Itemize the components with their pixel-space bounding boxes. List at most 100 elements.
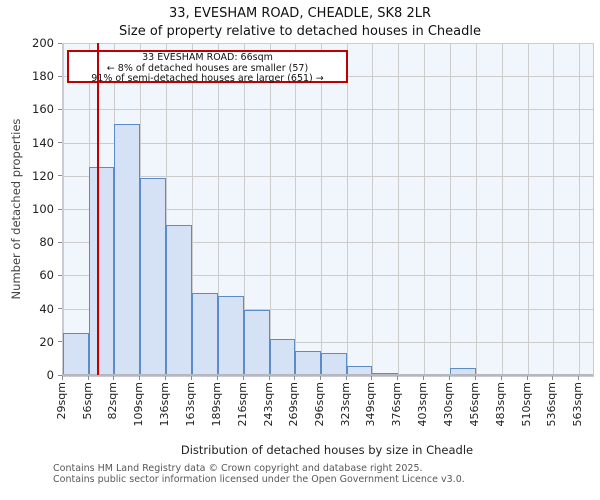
gridline-vertical [347,44,349,376]
x-tick-label: 163sqm [184,382,198,427]
x-tick-mark [62,376,63,380]
x-tick-label: 243sqm [261,382,275,427]
y-tick-label: 140 [32,135,54,150]
gridline-vertical [269,44,271,376]
gridline-vertical [450,44,452,376]
x-tick-mark [474,376,476,380]
x-tick-mark [113,376,115,380]
histogram-bar [347,366,373,376]
y-tick-mark [58,142,62,144]
x-tick-mark [551,376,553,380]
gridline-vertical [63,44,64,376]
y-tick-label: 20 [39,334,54,349]
plot-area [62,43,594,377]
gridline-vertical [166,44,168,376]
x-tick-mark [449,376,451,380]
x-tick-mark [139,376,141,380]
x-tick-mark [526,376,528,380]
histogram-bar [217,296,244,376]
x-tick-label: 29sqm [55,382,68,420]
x-tick-label: 456sqm [467,382,481,427]
gridline-horizontal [63,142,593,144]
histogram-bar [269,339,295,376]
x-tick-label: 349sqm [364,382,378,427]
gridline-vertical [527,44,529,376]
x-tick-mark [423,376,425,380]
x-tick-label: 189sqm [209,382,223,427]
gridline-vertical [294,44,296,376]
annotation-line-2: ← 8% of detached houses are smaller (57) [106,62,309,74]
gridline-vertical [424,44,426,376]
y-tick-mark [58,175,62,177]
x-tick-label: 323sqm [339,382,353,427]
x-tick-label: 430sqm [442,382,456,427]
gridline-vertical [217,44,219,376]
gridline-horizontal [63,109,593,111]
gridline-horizontal [63,43,593,44]
x-tick-label: 136sqm [158,382,172,427]
x-tick-mark [293,376,295,380]
gridline-vertical [372,44,374,376]
x-tick-label: 296sqm [313,382,326,427]
x-tick-mark [216,376,218,380]
x-tick-mark [500,376,502,380]
histogram-bar [140,178,167,376]
histogram-bar [166,224,193,376]
x-tick-mark [268,376,270,380]
y-tick-label: 0 [46,368,54,382]
y-tick-mark [58,75,62,77]
gridline-horizontal [63,308,593,310]
y-tick-label: 200 [32,36,54,50]
histogram-bar [243,309,270,376]
annotation-line-1: 33 EVESHAM ROAD: 66sqm [142,52,273,63]
y-tick-label: 80 [39,235,54,250]
histogram-bar [89,166,115,376]
x-tick-label: 216sqm [235,382,249,427]
annotation-box: 33 EVESHAM ROAD: 66sqm ← 8% of detached … [67,50,348,84]
histogram-bar [192,293,218,376]
y-tick-label: 180 [32,69,54,84]
y-tick-mark [58,42,62,44]
gridline-vertical [321,44,322,376]
x-tick-mark [346,376,348,380]
gridline-vertical [475,44,477,376]
annotation-line-3: 91% of semi-detached houses are larger (… [91,73,324,84]
gridline-horizontal [63,242,593,244]
x-tick-mark [165,376,167,380]
chart-subtitle: Size of property relative to detached ho… [119,24,481,39]
x-tick-mark [242,376,244,380]
x-tick-label: 403sqm [416,382,430,427]
property-size-marker-line [96,43,99,375]
y-tick-label: 60 [39,268,54,283]
gridline-vertical [501,44,503,376]
x-tick-mark [371,376,373,380]
y-tick-mark [58,241,62,243]
histogram-bar [321,352,348,376]
x-tick-label: 563sqm [571,382,584,427]
y-tick-label: 160 [32,102,54,117]
x-tick-label: 269sqm [286,382,300,427]
histogram-bar [63,332,90,376]
x-tick-label: 376sqm [390,382,404,427]
footer-attribution-line-2: Contains public sector information licen… [53,474,465,485]
chart-title: 33, EVESHAM ROAD, CHEADLE, SK8 2LR [168,6,432,21]
footer-attribution-line-1: Contains HM Land Registry data © Crown c… [53,463,423,474]
gridline-horizontal [63,175,593,177]
y-tick-mark [58,374,62,376]
x-axis-line [62,374,593,376]
gridline-vertical [192,44,194,376]
gridline-vertical [398,44,400,376]
gridline-horizontal [63,209,593,210]
histogram-bar [294,351,321,376]
x-tick-label: 510sqm [519,382,533,427]
x-tick-mark [578,376,579,380]
x-tick-mark [320,376,321,380]
y-tick-label: 40 [39,301,54,316]
y-tick-mark [58,341,62,343]
gridline-horizontal [63,275,593,277]
gridline-horizontal [63,341,593,343]
y-tick-mark [58,274,62,276]
histogram-bar [114,123,141,376]
gridline-vertical [243,44,245,376]
